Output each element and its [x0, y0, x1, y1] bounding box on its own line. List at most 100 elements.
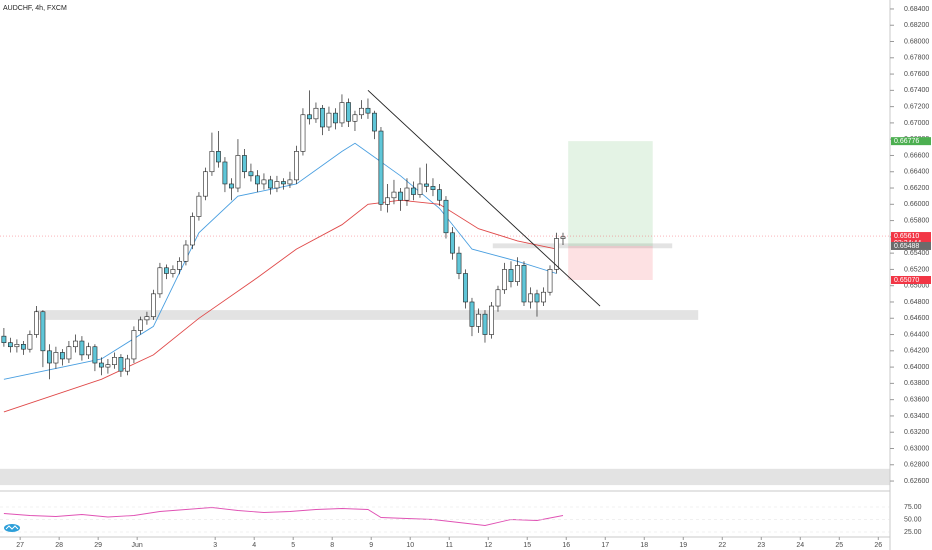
stop-area [568, 245, 653, 280]
candle-body [105, 364, 111, 368]
candle-body [151, 293, 156, 317]
candle-body [131, 330, 137, 360]
candle-body [307, 114, 312, 120]
moving-average [3, 142, 557, 380]
candle-body [209, 151, 215, 173]
zone [492, 243, 673, 249]
candle-body [352, 114, 358, 122]
y-tick-label: 0.68200 [904, 22, 929, 29]
candle-body [541, 291, 546, 303]
y-tick-label: 0.64800 [904, 299, 929, 306]
candle-body [294, 151, 299, 181]
x-tick-label: 26 [874, 542, 882, 549]
candle-body [203, 171, 208, 197]
candle-body [14, 344, 20, 348]
candle-body [73, 340, 78, 348]
candle-body [34, 311, 39, 335]
candle-body [53, 352, 59, 364]
candle-body [60, 352, 65, 360]
x-tick-label: 15 [523, 542, 531, 549]
candle-body [482, 313, 488, 335]
y-tick-label: 0.63800 [904, 380, 929, 387]
y-tick-label: 0.63000 [904, 445, 929, 452]
x-tick-label: 8 [330, 542, 334, 549]
candle-body [365, 107, 371, 114]
y-tick-label: 0.66600 [904, 152, 929, 159]
candle-body [79, 340, 85, 356]
candle-body [528, 293, 533, 303]
candle-body [391, 191, 397, 199]
candle-body [385, 197, 390, 205]
candle-body [534, 293, 540, 303]
y-tick-label: 0.67000 [904, 120, 929, 127]
chart-title: AUDCHF, 4h, FXCM [3, 5, 67, 12]
candle-body [47, 350, 52, 364]
candle-body [183, 244, 189, 262]
candle-body [261, 179, 267, 185]
y-tick-label: 0.62600 [904, 478, 929, 485]
candle-body [138, 319, 143, 331]
x-tick-label: 17 [601, 542, 609, 549]
zones-layer [0, 141, 890, 486]
y-tick-label: 0.64600 [904, 315, 929, 322]
y-tick-label: 0.63200 [904, 429, 929, 436]
x-tick-label: 23 [757, 542, 765, 549]
x-tick-label: 27 [16, 542, 24, 549]
y-tick-label: 0.68000 [904, 38, 929, 45]
zone [35, 310, 699, 320]
candle-body [339, 102, 345, 124]
y-tick-label: 0.64400 [904, 331, 929, 338]
candle-body [313, 107, 319, 120]
candle-body [157, 267, 163, 295]
candle-body [125, 358, 130, 372]
y-tick-label: 0.67600 [904, 71, 929, 78]
y-tick-label: 0.67200 [904, 103, 929, 110]
candle-body [86, 346, 91, 356]
candle-body [521, 265, 527, 303]
y-tick-label: 0.65800 [904, 217, 929, 224]
zone [0, 468, 890, 486]
x-tick-label: 11 [446, 542, 453, 549]
candle-body [21, 344, 26, 350]
candle-body [229, 183, 234, 189]
trendline [367, 90, 601, 307]
x-tick-label: 10 [406, 542, 414, 549]
candle-body [326, 112, 332, 128]
candle-body [508, 269, 514, 282]
candle-body [547, 269, 553, 293]
candle-body [255, 175, 260, 185]
candle-body [320, 107, 325, 128]
x-tick-label: Jun [132, 542, 143, 549]
candle-body [437, 189, 442, 201]
candle-body [177, 260, 182, 270]
y-tick-label: 0.66200 [904, 185, 929, 192]
moving-average [3, 199, 557, 413]
y-tick-label: 0.64200 [904, 348, 929, 355]
y-tick-label: 0.68400 [904, 6, 929, 13]
x-tick-label: 29 [94, 542, 102, 549]
x-tick-label: 22 [718, 542, 726, 549]
candle-body [287, 179, 293, 185]
price-tag-label: 0.65070 [894, 277, 919, 284]
price-tag-label: 0.66776 [894, 138, 919, 145]
x-tick-label: 24 [796, 542, 804, 549]
candle-body [554, 238, 559, 270]
candle-body [560, 236, 566, 239]
x-tick-label: 19 [679, 542, 687, 549]
candle-body [378, 130, 384, 205]
logo [4, 524, 20, 532]
candle-body [40, 311, 46, 352]
axis-layer: 0.68400 0.68200 0.68000 0.67800 0.67600 0.674… [0, 6, 931, 549]
x-tick-label: 25 [835, 542, 843, 549]
price-tag [891, 241, 931, 250]
candle-body [118, 357, 124, 372]
candle-body [164, 267, 169, 274]
candle-body [495, 289, 501, 307]
candle-body [417, 183, 423, 195]
candle-body [1, 335, 7, 343]
candle-body [443, 199, 449, 234]
y-tick-label: 0.66400 [904, 169, 929, 176]
x-tick-label: 5 [291, 542, 295, 549]
candle-body [411, 187, 416, 195]
